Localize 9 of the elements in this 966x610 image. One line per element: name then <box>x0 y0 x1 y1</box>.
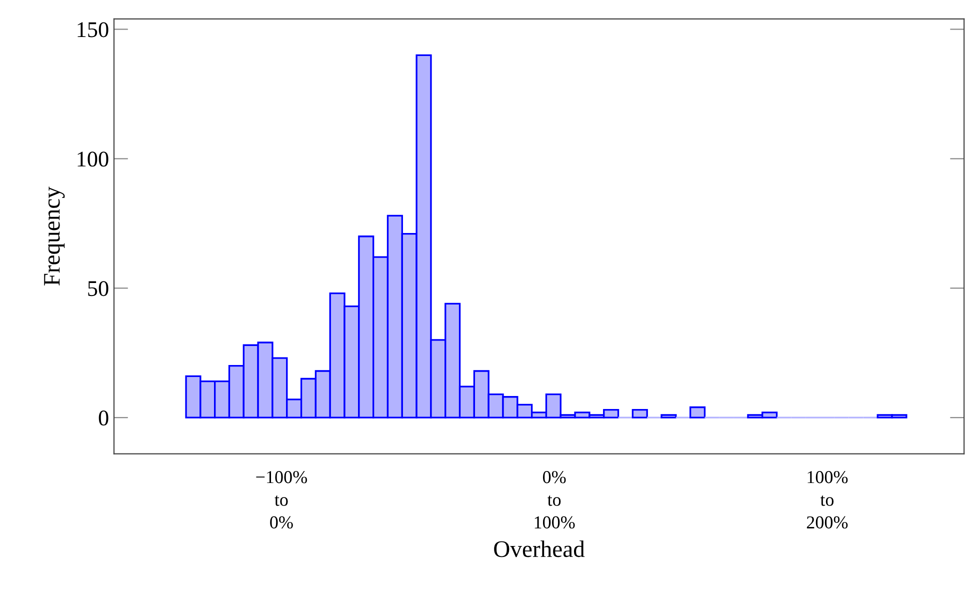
x-axis-title: Overhead <box>494 540 585 558</box>
text: 0% to 100% <box>534 471 575 529</box>
text: −100% to 0% <box>256 471 307 529</box>
text: 100% to 200% <box>806 471 848 529</box>
y-tick-label: 100 <box>78 152 108 167</box>
y-tick-label: 50 <box>88 281 108 296</box>
y-tick-label: 0 <box>98 410 108 426</box>
y-tick-label: 150 <box>78 22 108 38</box>
y-axis-title: Frequency <box>44 186 65 286</box>
